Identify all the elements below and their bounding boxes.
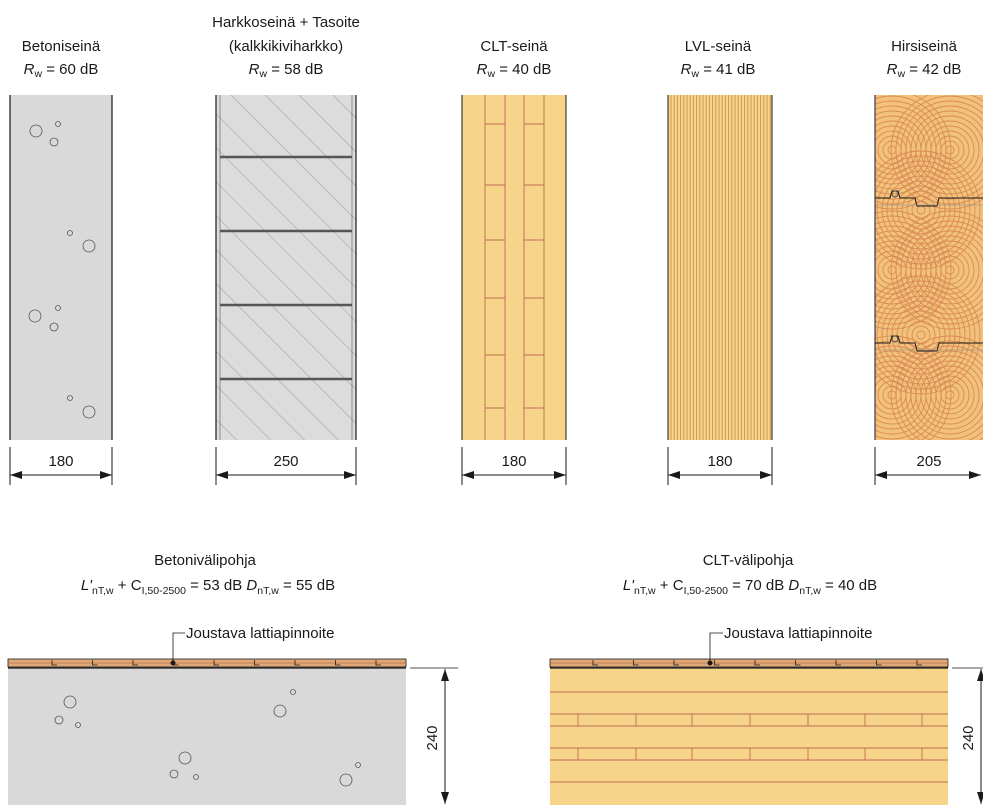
dimension-lvl-label: 180 — [707, 453, 732, 470]
dimension-block: 250 — [215, 447, 357, 485]
dimension-log-label: 205 — [916, 453, 941, 470]
floor-clt-layer-lines — [550, 691, 948, 783]
wall-clt-rating: Rw = 40 dB — [477, 61, 552, 80]
dimension-block-label: 250 — [273, 453, 298, 470]
dimension-concrete-label: 180 — [48, 453, 73, 470]
floor-concrete-name: Betonivälipohja — [154, 552, 256, 569]
floor-clt-ratings: L'nT,w + CI,50-2500 = 70 dB DnT,w = 40 d… — [623, 577, 877, 597]
wall-concrete-name: Betoniseinä — [22, 38, 101, 55]
floor-concrete-thickness: 240 — [424, 725, 441, 750]
wall-block-subtitle: (kalkkikiviharkko) — [229, 38, 343, 55]
dimension-lvl: 180 — [667, 447, 773, 485]
floor-clt-thickness: 240 — [960, 725, 977, 750]
wall-concrete-rating: Rw = 60 dB — [24, 61, 99, 80]
floor-title-clt: CLT-välipohja L'nT,w + CI,50-2500 = 70 d… — [623, 552, 877, 597]
floor-concrete-callout-label: Joustava lattiapinnoite — [186, 625, 334, 642]
floor-clt-name: CLT-välipohja — [703, 552, 794, 569]
floor-concrete-ratings: L'nT,w + CI,50-2500 = 53 dB DnT,w = 55 d… — [81, 577, 335, 597]
floor-concrete-slab — [8, 668, 406, 805]
log-growth-rings — [875, 95, 983, 440]
wall-lvl-section — [667, 95, 773, 440]
floor-clt-slab — [550, 668, 948, 805]
wall-clt-section — [461, 95, 567, 440]
floor-concrete-callout: Joustava lattiapinnoite — [170, 625, 334, 666]
dimension-clt-label: 180 — [501, 453, 526, 470]
wall-concrete-section — [9, 95, 113, 440]
floor-clt-callout-label: Joustava lattiapinnoite — [724, 625, 872, 642]
wall-title-lvl: LVL-seinä Rw = 41 dB — [681, 38, 756, 80]
lvl-veneer-lines — [670, 95, 771, 440]
floor-clt-callout: Joustava lattiapinnoite — [707, 625, 872, 666]
wall-title-block: Harkkoseinä + Tasoite (kalkkikiviharkko)… — [212, 14, 360, 80]
wall-log-rating: Rw = 42 dB — [887, 61, 962, 80]
aggregate-marks — [28, 121, 96, 419]
concrete-fill — [10, 95, 112, 440]
wall-block-section — [215, 95, 357, 440]
wall-title-log: Hirsiseinä Rw = 42 dB — [887, 38, 962, 80]
wall-block-rating: Rw = 58 dB — [249, 61, 324, 80]
floor-aggregate-marks — [54, 689, 361, 787]
log-joints — [875, 190, 983, 352]
wall-block-name: Harkkoseinä + Tasoite — [212, 14, 360, 31]
wall-log-name: Hirsiseinä — [891, 38, 958, 55]
dimension-concrete: 180 — [9, 447, 113, 485]
wall-lvl-name: LVL-seinä — [685, 38, 752, 55]
floor-clt-section: Joustava lattiapinnoite 240 — [549, 625, 983, 805]
wall-clt-name: CLT-seinä — [480, 38, 548, 55]
wall-log-section — [874, 95, 983, 440]
wall-title-clt: CLT-seinä Rw = 40 dB — [477, 38, 552, 80]
floor-clt-dimension: 240 — [952, 667, 983, 804]
wall-lvl-rating: Rw = 41 dB — [681, 61, 756, 80]
dimension-log: 205 — [874, 447, 981, 485]
floor-title-concrete: Betonivälipohja L'nT,w + CI,50-2500 = 53… — [81, 552, 335, 597]
dimension-clt: 180 — [461, 447, 567, 485]
clt-layer-lines — [484, 95, 545, 440]
wall-title-concrete: Betoniseinä Rw = 60 dB — [22, 38, 101, 80]
floor-concrete-section: Joustava lattiapinnoite 240 — [7, 625, 458, 805]
floor-concrete-dimension: 240 — [410, 667, 458, 804]
mortar-joints — [220, 155, 352, 381]
